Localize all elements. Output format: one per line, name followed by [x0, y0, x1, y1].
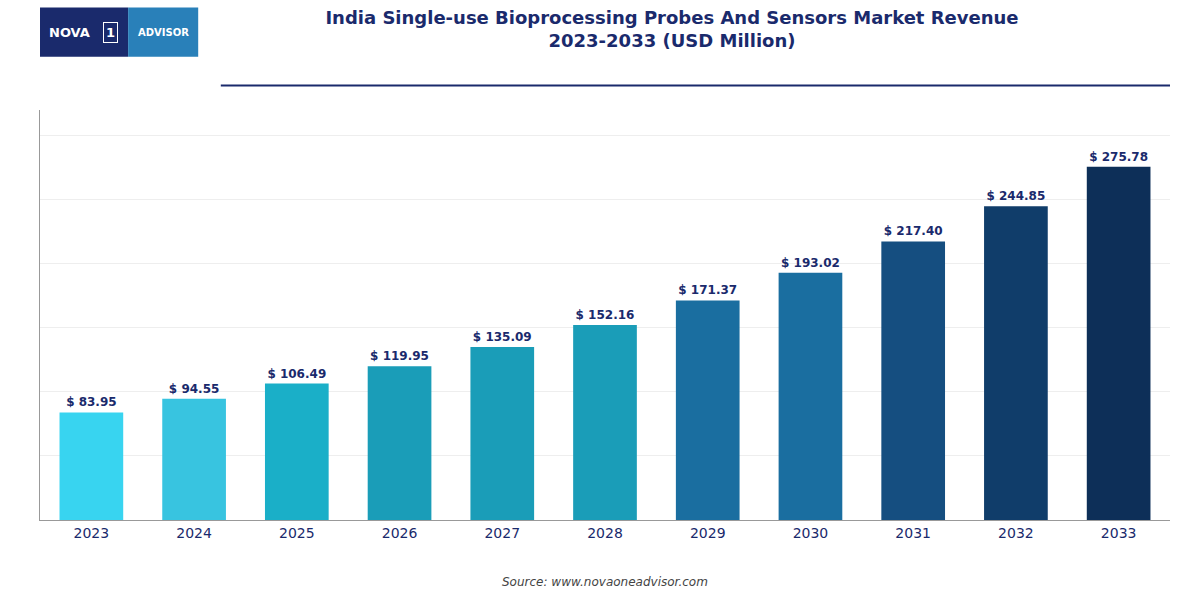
svg-text:$ 217.40: $ 217.40 [884, 224, 943, 238]
svg-text:2028: 2028 [587, 525, 623, 541]
svg-text:2027: 2027 [484, 525, 520, 541]
svg-text:2030: 2030 [793, 525, 829, 541]
svg-text:2026: 2026 [382, 525, 418, 541]
svg-text:2031: 2031 [895, 525, 931, 541]
svg-text:$ 275.78: $ 275.78 [1089, 150, 1148, 164]
svg-text:$ 94.55: $ 94.55 [169, 382, 219, 396]
svg-text:$ 106.49: $ 106.49 [267, 367, 326, 381]
svg-text:$ 135.09: $ 135.09 [473, 330, 532, 344]
svg-text:NOVA: NOVA [49, 25, 90, 40]
svg-text:2024: 2024 [176, 525, 212, 541]
svg-text:Source: www.novaoneadvisor.com: Source: www.novaoneadvisor.com [502, 575, 708, 589]
svg-text:1: 1 [106, 25, 115, 40]
svg-text:2029: 2029 [690, 525, 726, 541]
svg-text:$ 193.02: $ 193.02 [781, 256, 840, 270]
svg-text:2025: 2025 [279, 525, 315, 541]
svg-text:India Single-use Bioprocessing: India Single-use Bioprocessing Probes An… [325, 7, 1018, 51]
svg-text:$ 152.16: $ 152.16 [576, 308, 635, 322]
svg-text:2032: 2032 [998, 525, 1034, 541]
svg-text:$ 119.95: $ 119.95 [370, 349, 429, 363]
svg-text:$ 171.37: $ 171.37 [678, 283, 737, 297]
svg-text:2023: 2023 [74, 525, 110, 541]
svg-text:$ 83.95: $ 83.95 [66, 395, 116, 409]
svg-text:ADVISOR: ADVISOR [138, 27, 189, 38]
svg-text:$ 244.85: $ 244.85 [986, 189, 1045, 203]
svg-text:2033: 2033 [1101, 525, 1137, 541]
